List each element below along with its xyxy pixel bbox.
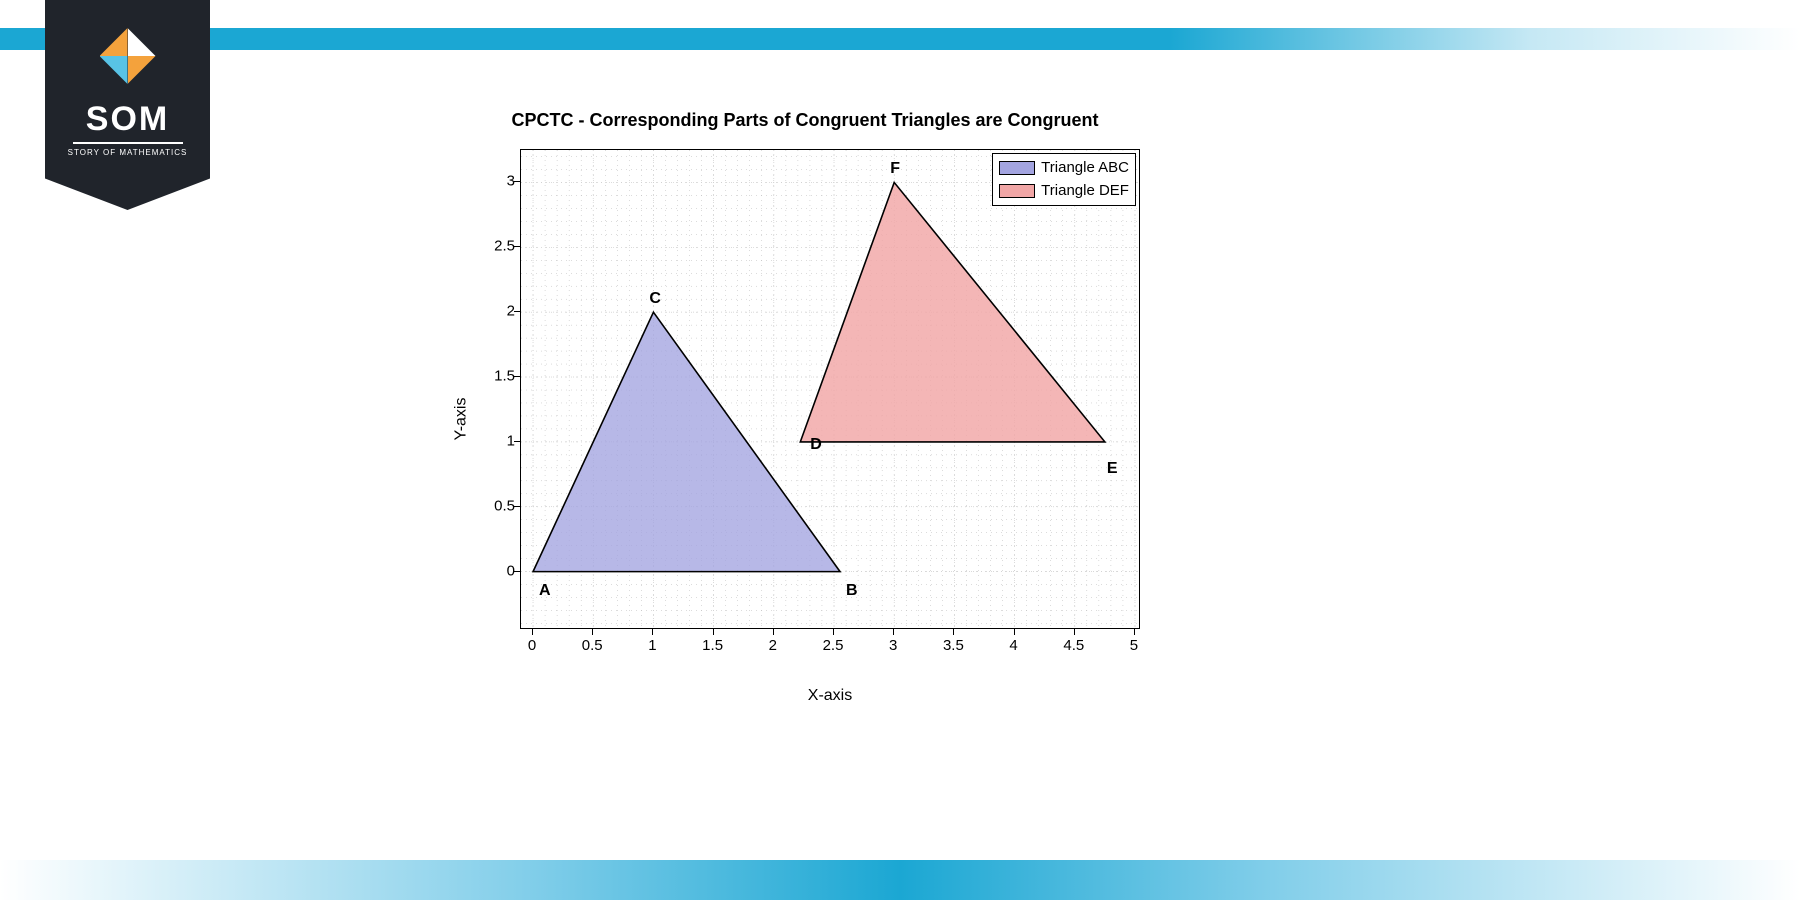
vertex-label-B: B: [846, 582, 858, 600]
ytick-label: 0: [475, 562, 515, 579]
x-axis-label: X-axis: [520, 687, 1140, 705]
vertex-label-F: F: [890, 160, 900, 178]
legend-label-def: Triangle DEF: [1041, 180, 1129, 203]
vertex-label-E: E: [1107, 460, 1118, 478]
plot-area: Triangle ABC Triangle DEF A B C D E F: [520, 149, 1140, 629]
ytick-label: 2: [475, 303, 515, 320]
plot-svg: [521, 150, 1141, 630]
brand-badge: SOM STORY OF MATHEMATICS: [45, 0, 210, 210]
axes-box: Y-axis Triangle ABC Triangle DEF ABCDEF …: [430, 139, 1180, 699]
bottom-accent-bar: [0, 860, 1800, 900]
vertex-label-C: C: [649, 290, 661, 308]
xtick-label: 4.5: [1063, 637, 1084, 654]
xtick-label: 2.5: [823, 637, 844, 654]
ytick-label: 1.5: [475, 368, 515, 385]
xtick-label: 5: [1130, 637, 1138, 654]
xtick-label: 3.5: [943, 637, 964, 654]
ytick-label: 0.5: [475, 497, 515, 514]
vertex-label-D: D: [810, 436, 822, 454]
brand-icon: [100, 28, 156, 84]
legend-swatch-abc: [999, 161, 1035, 175]
xtick-label: 1: [648, 637, 656, 654]
chart-title: CPCTC - Corresponding Parts of Congruent…: [430, 110, 1180, 131]
legend-item-abc: Triangle ABC: [999, 157, 1129, 180]
vertex-label-A: A: [539, 582, 551, 600]
y-axis-label: Y-axis: [452, 398, 470, 441]
brand-name: SOM: [86, 102, 169, 136]
chart-figure: CPCTC - Corresponding Parts of Congruent…: [430, 110, 1180, 750]
legend-swatch-def: [999, 184, 1035, 198]
ytick-label: 2.5: [475, 238, 515, 255]
xtick-label: 4: [1009, 637, 1017, 654]
legend-label-abc: Triangle ABC: [1041, 157, 1129, 180]
xtick-label: 2: [769, 637, 777, 654]
ytick-label: 1: [475, 432, 515, 449]
top-accent-bar: [0, 28, 1800, 50]
brand-tagline: STORY OF MATHEMATICS: [68, 148, 188, 157]
legend-item-def: Triangle DEF: [999, 180, 1129, 203]
xtick-label: 3: [889, 637, 897, 654]
xtick-label: 1.5: [702, 637, 723, 654]
xtick-label: 0.5: [582, 637, 603, 654]
ytick-label: 3: [475, 173, 515, 190]
legend: Triangle ABC Triangle DEF: [992, 153, 1136, 206]
xtick-label: 0: [528, 637, 536, 654]
